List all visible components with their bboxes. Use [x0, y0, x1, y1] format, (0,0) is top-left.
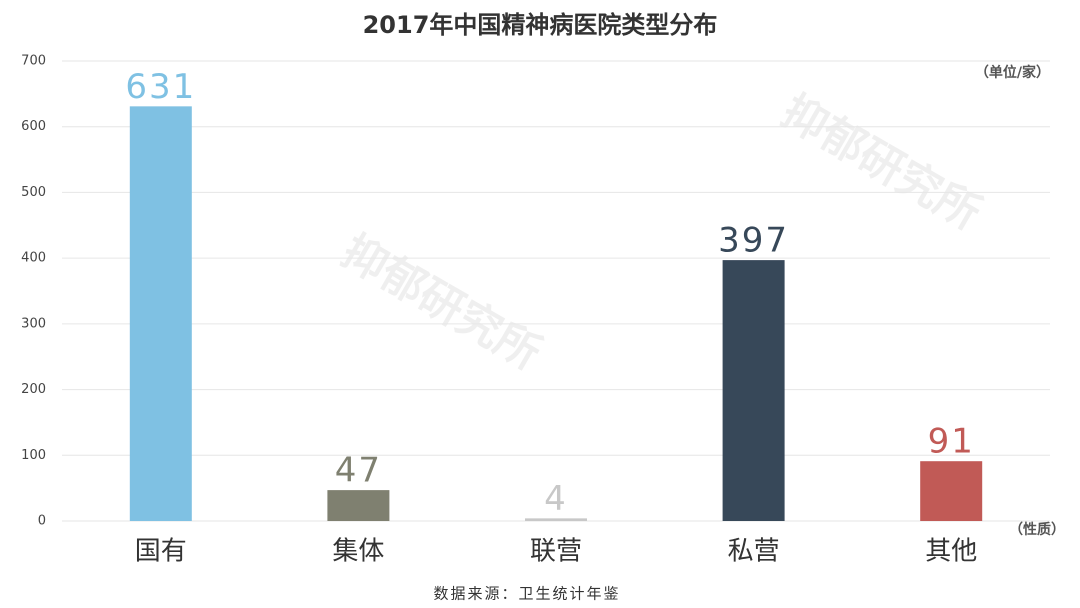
y-tick-label: 400: [21, 251, 46, 266]
bar: [525, 518, 587, 521]
watermark: 抑郁研究所: [773, 86, 989, 240]
value-label: 91: [928, 422, 975, 462]
source: 数据来源：卫生统计年鉴: [433, 585, 620, 603]
value-label: 397: [718, 221, 789, 261]
value-label: 47: [335, 451, 382, 491]
y-tick-label: 300: [21, 316, 46, 331]
watermark: 抑郁研究所: [333, 226, 549, 380]
x-tick-label: 联营: [530, 537, 582, 567]
bar: [920, 461, 983, 521]
y-tick-label: 200: [21, 382, 46, 397]
y-tick-label: 500: [21, 185, 46, 200]
chart-title: 2017年中国精神病医院类型分布: [363, 11, 718, 39]
y-tick-label: 600: [21, 119, 46, 134]
y-tick-label: 100: [21, 448, 46, 463]
y-tick-label: 700: [21, 54, 46, 69]
y-tick-label: 0: [38, 514, 46, 529]
value-label: 631: [125, 67, 196, 107]
y-unit: （单位/家）: [975, 64, 1050, 81]
bar: [129, 106, 192, 521]
x-tick-label: 其他: [925, 537, 977, 567]
x-tick-label: 私营: [728, 537, 780, 567]
bar: [722, 260, 785, 521]
x-tick-label: 集体: [332, 537, 384, 567]
value-label: 4: [544, 479, 568, 519]
bar: [327, 490, 390, 521]
x-unit: （性质）: [1009, 521, 1065, 538]
x-tick-label: 国有: [135, 537, 187, 567]
